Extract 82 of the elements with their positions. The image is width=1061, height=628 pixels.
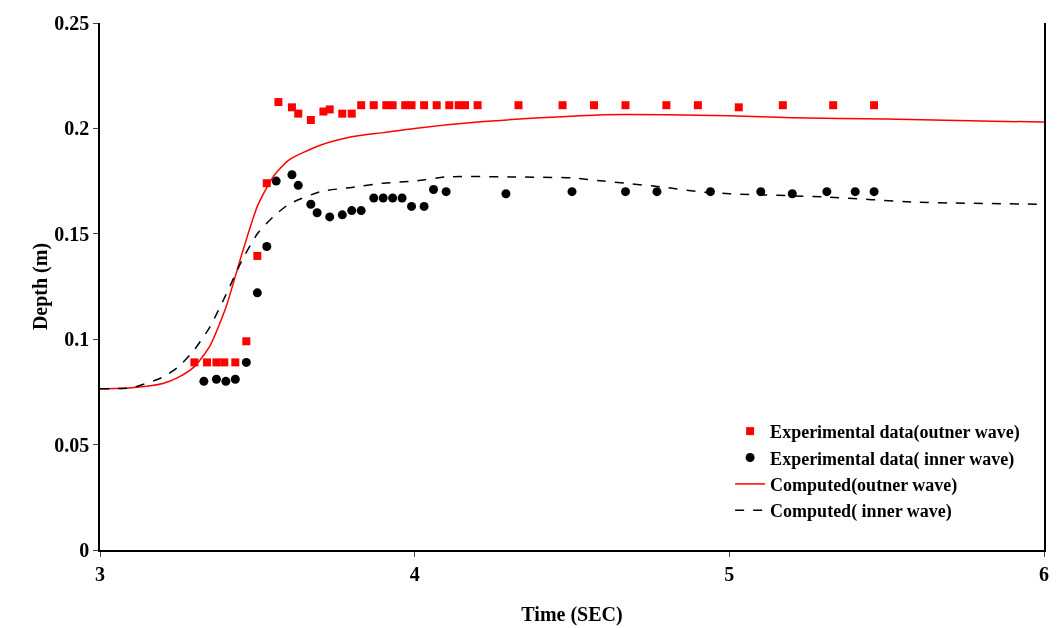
legend-label: Computed(outner wave) [770,474,958,496]
point [357,101,366,110]
point [271,176,281,186]
x-tick-label: 6 [1039,562,1049,585]
point [407,101,416,110]
point [319,107,328,116]
point [202,358,211,367]
point [220,358,229,367]
point [420,101,429,110]
legend-label: Computed( inner wave) [770,501,952,523]
x-tick-label: 4 [409,562,420,585]
point [693,101,702,110]
point [356,206,366,216]
point [306,115,315,124]
point [199,376,209,386]
point [662,101,671,110]
point [287,103,296,112]
point [337,210,347,220]
point [369,193,379,203]
point [325,212,335,222]
point [287,170,297,180]
y-tick-label: 0.05 [54,433,90,456]
point [705,187,715,197]
point [230,374,240,384]
point [850,187,860,197]
point [514,101,523,110]
point [567,187,577,197]
point [461,101,470,110]
point [429,185,439,195]
point [419,201,429,211]
point [294,109,303,118]
point [221,376,231,386]
y-tick-label: 0.2 [64,117,90,140]
point [407,201,417,211]
point [441,187,451,197]
point [620,187,630,197]
point [293,180,303,190]
x-tick-label: 5 [724,562,735,585]
point [325,105,334,114]
point [652,187,662,197]
point [211,374,221,384]
point [262,241,272,251]
point [621,101,630,110]
x-axis-title: Time (SEC) [521,602,623,626]
y-tick-label: 0.1 [64,328,90,351]
point [734,103,743,112]
point [870,101,879,110]
point [432,101,441,110]
point [397,193,407,203]
point [212,358,221,367]
point [829,101,838,110]
point [388,193,398,203]
y-tick-label: 0.15 [54,222,90,245]
point [252,288,262,298]
legend-label: Experimental data(outner wave) [770,422,1020,444]
y-tick-label: 0.25 [54,12,90,34]
point [274,98,283,107]
point [231,358,240,367]
y-tick-label: 0 [79,539,90,561]
point [822,187,832,197]
point [378,193,388,203]
point [473,101,482,110]
point [306,199,316,209]
point [347,206,357,216]
point [590,101,599,110]
point [312,208,322,218]
point [869,187,879,197]
point [388,101,397,110]
point [338,109,347,118]
point [369,101,378,110]
point [501,189,511,199]
y-axis-title: Depth (m) [29,242,53,331]
x-tick-label: 3 [95,562,105,585]
point [253,251,262,260]
point [558,101,567,110]
point [241,357,251,367]
point [347,109,356,118]
point [242,337,251,346]
point [787,189,797,199]
point [778,101,787,110]
legend-label: Experimental data( inner wave) [770,448,1015,470]
point [445,101,454,110]
